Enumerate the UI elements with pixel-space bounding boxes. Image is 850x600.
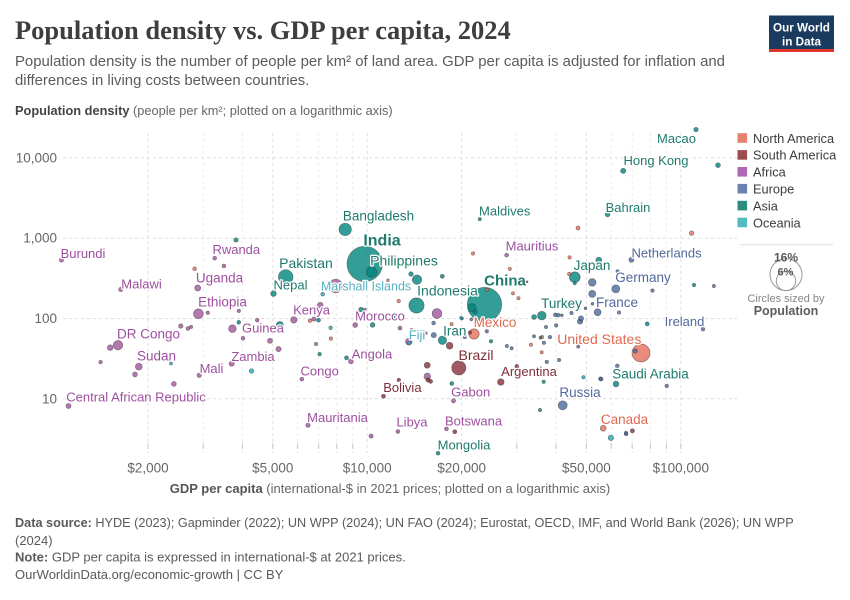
svg-text:$50,000: $50,000 [562, 461, 611, 476]
svg-text:16%: 16% [774, 251, 798, 265]
svg-text:OurWorldinData.org/economic-gr: OurWorldinData.org/economic-growth | CC … [15, 567, 284, 582]
svg-text:6%: 6% [778, 267, 794, 279]
svg-text:(2024): (2024) [15, 533, 53, 548]
svg-text:Botswana: Botswana [445, 414, 503, 429]
svg-text:1,000: 1,000 [23, 231, 57, 246]
svg-text:Note: GDP per capita is expres: Note: GDP per capita is expressed in int… [15, 550, 406, 565]
svg-text:differences in living costs be: differences in living costs between coun… [15, 73, 309, 89]
svg-text:Morocco: Morocco [355, 309, 405, 324]
svg-text:Circles sized by: Circles sized by [747, 293, 825, 305]
svg-text:Africa: Africa [753, 165, 787, 180]
svg-text:Russia: Russia [559, 385, 601, 400]
svg-text:India: India [363, 233, 400, 250]
svg-text:Asia: Asia [753, 198, 779, 213]
svg-text:GDP per capita (international-: GDP per capita (international-$ in 2021 … [170, 481, 611, 496]
svg-text:$10,000: $10,000 [343, 461, 392, 476]
svg-text:Mongolia: Mongolia [438, 438, 492, 453]
svg-text:Marshall Islands: Marshall Islands [321, 280, 411, 294]
svg-text:$2,000: $2,000 [127, 461, 168, 476]
svg-text:Maldives: Maldives [479, 204, 531, 219]
svg-text:Nepal: Nepal [274, 278, 308, 293]
svg-text:$20,000: $20,000 [437, 461, 486, 476]
svg-text:France: France [596, 295, 638, 310]
svg-text:China: China [484, 273, 526, 290]
svg-text:Mali: Mali [200, 361, 224, 376]
svg-text:Mauritania: Mauritania [307, 410, 368, 425]
svg-text:Indonesia: Indonesia [417, 283, 478, 299]
svg-text:United States: United States [557, 331, 641, 347]
svg-text:Argentina: Argentina [501, 364, 557, 379]
svg-text:Angola: Angola [352, 347, 393, 362]
svg-text:in Data: in Data [782, 36, 821, 49]
svg-text:Iran: Iran [443, 324, 466, 339]
svg-text:10,000: 10,000 [16, 150, 57, 165]
svg-text:Fiji: Fiji [409, 328, 426, 343]
svg-text:Congo: Congo [301, 364, 339, 379]
svg-text:Saudi Arabia: Saudi Arabia [612, 367, 689, 382]
svg-text:Ethiopia: Ethiopia [198, 295, 247, 310]
svg-text:Malawi: Malawi [121, 277, 162, 292]
svg-text:Gabon: Gabon [451, 385, 490, 400]
svg-text:Netherlands: Netherlands [632, 246, 703, 261]
svg-text:Data source: HYDE (2023); Gapm: Data source: HYDE (2023); Gapminder (202… [15, 516, 794, 530]
svg-text:Our World: Our World [773, 22, 830, 35]
svg-text:Central African Republic: Central African Republic [66, 390, 206, 405]
svg-text:Zambia: Zambia [231, 349, 275, 364]
svg-text:Germany: Germany [615, 270, 671, 285]
svg-text:North America: North America [753, 131, 835, 146]
svg-text:100: 100 [34, 311, 57, 326]
svg-text:Philippines: Philippines [370, 252, 438, 268]
svg-text:Oceania: Oceania [753, 215, 802, 230]
svg-text:Bangladesh: Bangladesh [343, 209, 414, 224]
svg-text:Rwanda: Rwanda [212, 242, 260, 257]
svg-text:Uganda: Uganda [196, 271, 244, 286]
svg-text:Population density (people per: Population density (people per km²; plot… [15, 103, 393, 118]
svg-text:Bolivia: Bolivia [383, 380, 422, 395]
svg-text:Mexico: Mexico [474, 315, 517, 330]
svg-text:DR Congo: DR Congo [117, 327, 180, 342]
svg-text:Turkey: Turkey [541, 296, 582, 311]
svg-text:Canada: Canada [601, 412, 649, 427]
svg-text:Mauritius: Mauritius [506, 239, 559, 254]
svg-text:Guinea: Guinea [242, 321, 285, 336]
svg-text:Ireland: Ireland [665, 314, 705, 329]
svg-text:Brazil: Brazil [458, 347, 493, 363]
svg-text:10: 10 [42, 391, 57, 406]
svg-text:Macao: Macao [657, 131, 696, 146]
svg-text:Europe: Europe [753, 182, 794, 197]
svg-text:$100,000: $100,000 [653, 461, 709, 476]
svg-text:Bahrain: Bahrain [606, 200, 651, 215]
svg-text:Population density is the numb: Population density is the number of peop… [15, 54, 725, 70]
svg-text:Sudan: Sudan [137, 349, 176, 364]
svg-text:$5,000: $5,000 [252, 461, 293, 476]
svg-text:Japan: Japan [574, 258, 611, 273]
svg-text:Kenya: Kenya [293, 303, 331, 318]
svg-text:Population density vs. GDP per: Population density vs. GDP per capita, 2… [15, 15, 511, 45]
svg-text:Hong Kong: Hong Kong [623, 153, 688, 168]
svg-text:South America: South America [753, 148, 837, 163]
svg-text:Pakistan: Pakistan [279, 255, 333, 271]
svg-text:Burundi: Burundi [61, 246, 106, 261]
svg-text:Libya: Libya [396, 415, 428, 430]
svg-text:Population: Population [754, 304, 819, 318]
